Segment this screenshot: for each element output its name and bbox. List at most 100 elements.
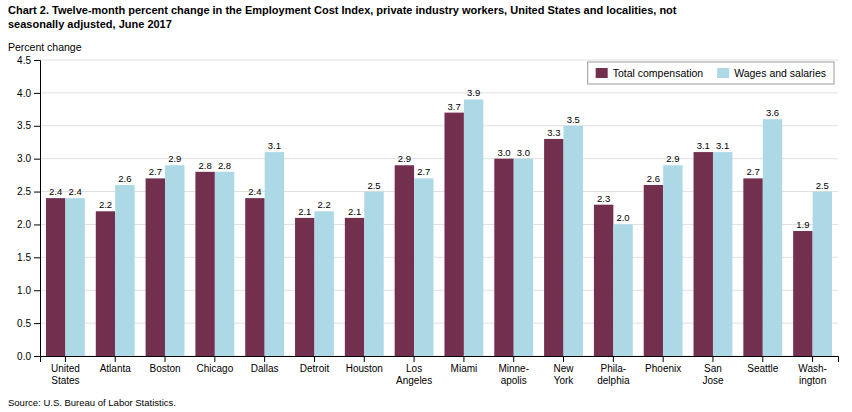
y-tick: 1.0 bbox=[17, 285, 40, 296]
grid-line bbox=[40, 60, 838, 61]
y-tick-mark bbox=[34, 257, 40, 258]
x-axis-line bbox=[41, 357, 839, 363]
x-tick: Boston bbox=[149, 356, 180, 374]
data-label: 2.0 bbox=[616, 212, 629, 223]
y-tick-mark bbox=[34, 192, 40, 193]
x-tick-mark bbox=[65, 356, 66, 362]
x-tick-label: Boston bbox=[149, 363, 180, 374]
y-tick-label: 4.0 bbox=[17, 88, 31, 99]
chart: Chart 2. Twelve-month percent change in … bbox=[0, 0, 852, 412]
x-tick: SanJose bbox=[702, 356, 724, 386]
data-label: 2.4 bbox=[49, 186, 62, 197]
y-tick: 2.0 bbox=[17, 219, 40, 230]
y-tick-mark bbox=[34, 323, 40, 324]
x-tick-mark bbox=[513, 356, 514, 362]
x-tick-mark bbox=[712, 356, 713, 362]
data-label: 2.1 bbox=[348, 206, 361, 217]
x-tick-label: Phoenix bbox=[645, 363, 681, 374]
data-label: 3.0 bbox=[497, 147, 510, 158]
bar bbox=[743, 178, 762, 356]
data-label: 2.7 bbox=[149, 166, 162, 177]
data-label: 3.6 bbox=[766, 107, 779, 118]
x-tick-mark bbox=[314, 356, 315, 362]
bar bbox=[564, 126, 583, 356]
x-tick: Minne-apolis bbox=[498, 356, 529, 386]
x-tick-label: UnitedStates bbox=[51, 363, 80, 386]
data-label: 2.8 bbox=[218, 160, 231, 171]
y-axis-line bbox=[34, 61, 41, 357]
y-tick-mark bbox=[34, 356, 40, 357]
bars bbox=[46, 99, 832, 356]
bar bbox=[146, 178, 165, 356]
y-tick-mark bbox=[34, 159, 40, 160]
legend-item: Wages and salaries bbox=[717, 67, 826, 79]
y-tick-label: 2.0 bbox=[17, 219, 31, 230]
y-tick-mark bbox=[34, 224, 40, 225]
data-label: 3.5 bbox=[567, 114, 580, 125]
x-tick-mark bbox=[165, 356, 166, 362]
x-axis: UnitedStatesAtlantaBostonChicagoDallasDe… bbox=[41, 356, 839, 386]
y-tick-label: 3.0 bbox=[17, 153, 31, 164]
y-axis: 0.00.51.01.52.02.53.03.54.04.5 bbox=[17, 55, 40, 362]
data-label: 2.3 bbox=[597, 193, 610, 204]
x-tick: Phoenix bbox=[645, 356, 681, 374]
bar bbox=[613, 224, 632, 356]
y-tick: 4.0 bbox=[17, 88, 40, 99]
grid-line bbox=[40, 125, 838, 126]
x-tick: UnitedStates bbox=[51, 356, 80, 386]
legend-swatch bbox=[596, 68, 608, 78]
data-label: 2.1 bbox=[298, 206, 311, 217]
y-tick: 0.5 bbox=[17, 318, 40, 329]
data-labels: 2.42.22.72.82.42.12.12.93.73.03.32.32.63… bbox=[49, 87, 829, 230]
x-tick: Chicago bbox=[196, 356, 233, 374]
data-label: 2.2 bbox=[99, 199, 112, 210]
data-label: 2.4 bbox=[248, 186, 261, 197]
bar bbox=[813, 192, 832, 356]
x-tick-label: Minne-apolis bbox=[498, 363, 529, 386]
x-tick-label: SanJose bbox=[702, 363, 724, 386]
data-label: 2.7 bbox=[417, 166, 430, 177]
x-tick-mark bbox=[613, 356, 614, 362]
bar bbox=[345, 218, 364, 356]
data-label: 2.9 bbox=[398, 153, 411, 164]
bar bbox=[464, 99, 483, 356]
data-label: 3.3 bbox=[547, 127, 560, 138]
bar bbox=[594, 205, 613, 356]
data-label: 2.6 bbox=[118, 173, 131, 184]
y-tick: 3.0 bbox=[17, 153, 40, 164]
bar bbox=[663, 165, 682, 356]
x-tick-label: Chicago bbox=[196, 363, 233, 374]
bar bbox=[215, 172, 234, 356]
bar bbox=[544, 139, 563, 356]
legend-label: Wages and salaries bbox=[734, 67, 826, 79]
y-tick: 0.0 bbox=[17, 351, 40, 362]
data-label: 3.0 bbox=[517, 147, 530, 158]
y-tick-mark bbox=[34, 60, 40, 61]
x-tick-mark bbox=[364, 356, 365, 362]
x-tick: NewYork bbox=[554, 356, 575, 386]
legend-label: Total compensation bbox=[613, 67, 704, 79]
x-tick-mark bbox=[115, 356, 116, 362]
legend-swatch bbox=[717, 68, 729, 78]
y-tick-mark bbox=[34, 290, 40, 291]
x-tick: Miami bbox=[451, 356, 478, 374]
x-tick-mark bbox=[663, 356, 664, 362]
data-label: 1.9 bbox=[796, 219, 809, 230]
bar bbox=[96, 211, 115, 356]
x-tick-label: Dallas bbox=[251, 363, 279, 374]
y-tick-label: 2.5 bbox=[17, 186, 31, 197]
plot: 0.00.51.01.52.02.53.03.54.04.5UnitedStat… bbox=[17, 55, 838, 386]
x-tick-label: Miami bbox=[451, 363, 478, 374]
x-tick: Wash-ington bbox=[798, 356, 827, 386]
x-tick: Atlanta bbox=[100, 356, 132, 374]
bar-series bbox=[46, 113, 813, 356]
x-tick-label: Wash-ington bbox=[798, 363, 827, 386]
bar bbox=[514, 159, 533, 356]
y-tick-mark bbox=[34, 126, 40, 127]
bar bbox=[195, 172, 214, 356]
bar bbox=[444, 113, 463, 356]
y-tick-mark bbox=[34, 93, 40, 94]
x-tick-mark bbox=[463, 356, 464, 362]
data-label: 2.8 bbox=[199, 160, 212, 171]
title: Chart 2. Twelve-month percent change in … bbox=[8, 4, 677, 30]
